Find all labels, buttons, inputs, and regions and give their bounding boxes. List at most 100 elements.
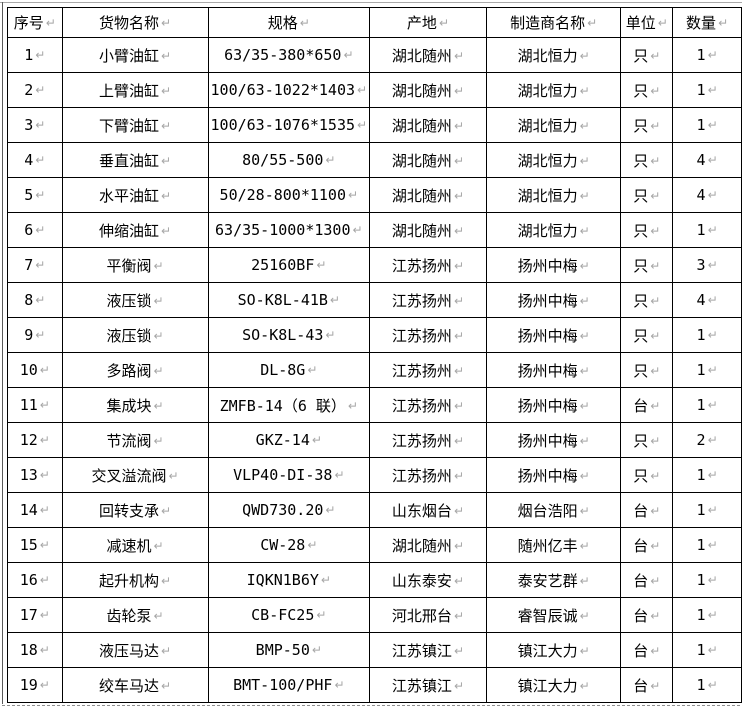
cell-index[interactable]: 5 ↵: [7, 177, 63, 213]
cell-unit[interactable]: 台 ↵: [620, 632, 674, 668]
cell-name[interactable]: 齿轮泵 ↵: [61, 597, 209, 633]
cell-manufacturer[interactable]: 睿智辰诚 ↵: [485, 597, 622, 633]
cell-name[interactable]: 液压马达 ↵: [61, 632, 209, 668]
cell-qty[interactable]: 1 ↵: [672, 562, 742, 598]
cell-spec[interactable]: SO-K8L-41B ↵: [207, 282, 371, 318]
cell-manufacturer[interactable]: 扬州中梅 ↵: [485, 457, 622, 493]
column-header-spec[interactable]: 规格 ↵: [207, 7, 371, 38]
cell-qty[interactable]: 1 ↵: [672, 212, 742, 248]
cell-manufacturer[interactable]: 随州亿丰 ↵: [485, 527, 622, 563]
cell-unit[interactable]: 只 ↵: [620, 457, 674, 493]
cell-origin[interactable]: 湖北随州 ↵: [369, 177, 487, 213]
cell-name[interactable]: 水平油缸 ↵: [61, 177, 209, 213]
cell-origin[interactable]: 江苏扬州 ↵: [369, 352, 487, 388]
column-header-name[interactable]: 货物名称 ↵: [61, 7, 209, 38]
cell-spec[interactable]: VLP40-DI-38 ↵: [207, 457, 371, 493]
cell-unit[interactable]: 台 ↵: [620, 387, 674, 423]
cell-index[interactable]: 15 ↵: [7, 527, 63, 563]
cell-unit[interactable]: 只 ↵: [620, 352, 674, 388]
cell-qty[interactable]: 1 ↵: [672, 317, 742, 353]
cell-origin[interactable]: 江苏扬州 ↵: [369, 387, 487, 423]
cell-spec[interactable]: DL-8G ↵: [207, 352, 371, 388]
cell-qty[interactable]: 1 ↵: [672, 632, 742, 668]
cell-unit[interactable]: 只 ↵: [620, 37, 674, 73]
cell-manufacturer[interactable]: 扬州中梅 ↵: [485, 247, 622, 283]
cell-manufacturer[interactable]: 湖北恒力 ↵: [485, 107, 622, 143]
cell-spec[interactable]: ZMFB-14（6 联） ↵: [207, 387, 371, 423]
cell-unit[interactable]: 只 ↵: [620, 107, 674, 143]
cell-qty[interactable]: 4 ↵: [672, 282, 742, 318]
cell-qty[interactable]: 2 ↵: [672, 422, 742, 458]
cell-qty[interactable]: 4 ↵: [672, 142, 742, 178]
cell-spec[interactable]: QWD730.20 ↵: [207, 492, 371, 528]
cell-qty[interactable]: 1 ↵: [672, 37, 742, 73]
cell-origin[interactable]: 湖北随州 ↵: [369, 142, 487, 178]
cell-origin[interactable]: 湖北随州 ↵: [369, 107, 487, 143]
cell-qty[interactable]: 1 ↵: [672, 597, 742, 633]
cell-manufacturer[interactable]: 扬州中梅 ↵: [485, 317, 622, 353]
cell-spec[interactable]: 100/63-1022*1403 ↵: [207, 72, 371, 108]
cell-spec[interactable]: CB-FC25 ↵: [207, 597, 371, 633]
cell-manufacturer[interactable]: 扬州中梅 ↵: [485, 282, 622, 318]
cell-manufacturer[interactable]: 泰安艺群 ↵: [485, 562, 622, 598]
cell-unit[interactable]: 只 ↵: [620, 282, 674, 318]
cell-name[interactable]: 绞车马达 ↵: [61, 667, 209, 703]
cell-origin[interactable]: 江苏扬州 ↵: [369, 317, 487, 353]
cell-manufacturer[interactable]: 扬州中梅 ↵: [485, 352, 622, 388]
column-header-manufacturer[interactable]: 制造商名称 ↵: [485, 7, 622, 38]
cell-name[interactable]: 上臂油缸 ↵: [61, 72, 209, 108]
cell-unit[interactable]: 只 ↵: [620, 177, 674, 213]
cell-spec[interactable]: 63/35-1000*1300 ↵: [207, 212, 371, 248]
cell-qty[interactable]: 1 ↵: [672, 352, 742, 388]
cell-index[interactable]: 10 ↵: [7, 352, 63, 388]
cell-manufacturer[interactable]: 烟台浩阳 ↵: [485, 492, 622, 528]
cell-origin[interactable]: 江苏镇江 ↵: [369, 667, 487, 703]
column-header-index[interactable]: 序号 ↵: [7, 7, 63, 38]
cell-spec[interactable]: 25160BF ↵: [207, 247, 371, 283]
cell-unit[interactable]: 只 ↵: [620, 72, 674, 108]
cell-unit[interactable]: 台 ↵: [620, 597, 674, 633]
cell-qty[interactable]: 1 ↵: [672, 457, 742, 493]
cell-origin[interactable]: 山东泰安 ↵: [369, 562, 487, 598]
cell-qty[interactable]: 1 ↵: [672, 527, 742, 563]
cell-name[interactable]: 垂直油缸 ↵: [61, 142, 209, 178]
cell-manufacturer[interactable]: 湖北恒力 ↵: [485, 177, 622, 213]
cell-spec[interactable]: BMP-50 ↵: [207, 632, 371, 668]
cell-index[interactable]: 19 ↵: [7, 667, 63, 703]
cell-manufacturer[interactable]: 湖北恒力 ↵: [485, 212, 622, 248]
cell-unit[interactable]: 只 ↵: [620, 142, 674, 178]
cell-origin[interactable]: 江苏扬州 ↵: [369, 457, 487, 493]
cell-name[interactable]: 平衡阀 ↵: [61, 247, 209, 283]
cell-spec[interactable]: IQKN1B6Y ↵: [207, 562, 371, 598]
cell-index[interactable]: 8 ↵: [7, 282, 63, 318]
cell-manufacturer[interactable]: 湖北恒力 ↵: [485, 142, 622, 178]
cell-qty[interactable]: 1 ↵: [672, 667, 742, 703]
cell-index[interactable]: 6 ↵: [7, 212, 63, 248]
cell-qty[interactable]: 1 ↵: [672, 387, 742, 423]
cell-manufacturer[interactable]: 镇江大力 ↵: [485, 632, 622, 668]
cell-name[interactable]: 小臂油缸 ↵: [61, 37, 209, 73]
cell-origin[interactable]: 江苏镇江 ↵: [369, 632, 487, 668]
column-header-unit[interactable]: 单位 ↵: [620, 7, 674, 38]
cell-spec[interactable]: CW-28 ↵: [207, 527, 371, 563]
cell-index[interactable]: 11 ↵: [7, 387, 63, 423]
cell-name[interactable]: 交叉溢流阀 ↵: [61, 457, 209, 493]
column-header-origin[interactable]: 产地 ↵: [369, 7, 487, 38]
cell-qty[interactable]: 1 ↵: [672, 72, 742, 108]
cell-manufacturer[interactable]: 扬州中梅 ↵: [485, 387, 622, 423]
cell-unit[interactable]: 台 ↵: [620, 562, 674, 598]
cell-spec[interactable]: 80/55-500 ↵: [207, 142, 371, 178]
cell-unit[interactable]: 只 ↵: [620, 317, 674, 353]
cell-index[interactable]: 7 ↵: [7, 247, 63, 283]
cell-name[interactable]: 伸缩油缸 ↵: [61, 212, 209, 248]
cell-name[interactable]: 集成块 ↵: [61, 387, 209, 423]
cell-origin[interactable]: 湖北随州 ↵: [369, 72, 487, 108]
column-header-qty[interactable]: 数量 ↵: [672, 7, 742, 38]
cell-spec[interactable]: GKZ-14 ↵: [207, 422, 371, 458]
cell-spec[interactable]: SO-K8L-43 ↵: [207, 317, 371, 353]
cell-manufacturer[interactable]: 扬州中梅 ↵: [485, 422, 622, 458]
cell-index[interactable]: 16 ↵: [7, 562, 63, 598]
cell-index[interactable]: 9 ↵: [7, 317, 63, 353]
cell-name[interactable]: 起升机构 ↵: [61, 562, 209, 598]
cell-origin[interactable]: 江苏扬州 ↵: [369, 247, 487, 283]
